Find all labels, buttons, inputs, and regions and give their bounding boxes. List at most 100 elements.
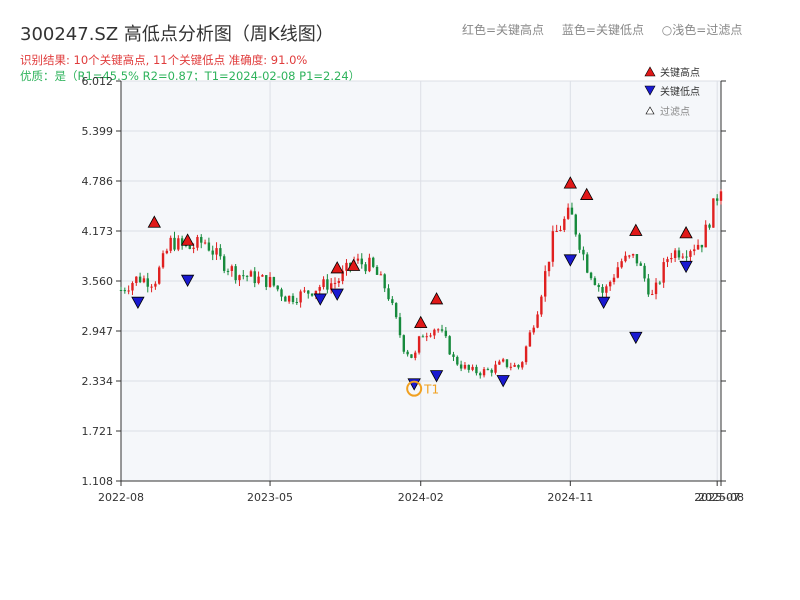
candle-body	[693, 249, 696, 252]
candle-body	[207, 242, 211, 251]
candle-body	[582, 249, 585, 255]
candle-body	[180, 238, 184, 245]
candle-body	[647, 278, 650, 295]
legend-filtered-label: 过滤点	[660, 105, 690, 118]
candle-body	[200, 237, 203, 243]
candle-body	[509, 366, 513, 368]
key-low-marker	[496, 375, 510, 388]
x-tick-label: 2023-05	[247, 491, 293, 504]
candle-body	[188, 245, 191, 249]
y-tick-label: 6.012	[82, 75, 114, 88]
candle-body	[161, 253, 165, 268]
candle-body	[383, 274, 386, 289]
candle-body	[471, 366, 474, 370]
candle-body	[498, 361, 501, 365]
candle-body	[666, 259, 669, 263]
candle-body	[394, 303, 398, 318]
legend-red-text: 红色=关键高点	[462, 23, 545, 37]
candle-body	[521, 362, 524, 368]
candle-body	[257, 276, 260, 284]
candle-body	[287, 295, 291, 302]
candle-body	[700, 244, 704, 248]
candle-body	[333, 282, 337, 284]
candle-body	[429, 335, 432, 337]
candle-body	[643, 265, 646, 279]
candle-body	[704, 224, 707, 248]
candle-body	[555, 231, 558, 233]
candle-body	[563, 218, 566, 230]
candle-body	[628, 255, 631, 257]
candle-body	[689, 251, 692, 257]
candle-body	[127, 290, 130, 292]
key-high-marker	[429, 292, 444, 305]
key-low-marker	[596, 296, 611, 310]
t1-ring	[406, 380, 423, 397]
candle-body	[566, 207, 570, 219]
candle-body	[299, 291, 302, 303]
candle-body	[574, 214, 577, 235]
candle-body	[559, 229, 562, 232]
candle-body	[387, 288, 390, 300]
legend-blue-text: 蓝色=关键低点	[561, 23, 644, 37]
key-low-marker	[330, 288, 344, 301]
candle-body	[242, 275, 245, 277]
candle-body	[295, 302, 298, 304]
result-summary: 识别结果: 10个关键高点, 11个关键低点 准确度: 91.0%	[20, 53, 308, 67]
candle-body	[425, 336, 428, 338]
candle-body	[379, 274, 383, 276]
candle-body	[620, 261, 623, 268]
candle-body	[486, 369, 490, 371]
legend-light-text: ○浅色=过滤点	[661, 23, 743, 37]
candle-body	[456, 356, 459, 365]
candle-body	[337, 281, 341, 283]
candle-body	[349, 262, 352, 267]
key-high-marker	[180, 233, 195, 246]
candle-body	[433, 329, 436, 336]
y-tick-label: 3.560	[82, 275, 114, 288]
candle-body	[398, 317, 402, 336]
key-low-marker	[429, 370, 444, 383]
legend-filtered-symbol	[645, 106, 655, 115]
candle-body	[138, 276, 142, 283]
candle-body	[673, 250, 677, 258]
key-low-marker	[313, 293, 327, 306]
candle-body	[467, 364, 470, 370]
candle-body	[215, 248, 218, 255]
candle-body	[677, 250, 681, 258]
candle-body	[265, 275, 268, 287]
candle-body	[356, 258, 360, 261]
candle-body	[372, 257, 375, 267]
candle-body	[196, 237, 199, 248]
candle-body	[364, 264, 367, 272]
candle-body	[547, 261, 551, 272]
candle-body	[536, 314, 539, 328]
candle-body	[307, 290, 310, 294]
candle-body	[490, 369, 493, 373]
candle-body	[280, 289, 283, 297]
key-low-marker	[131, 296, 145, 310]
candle-body	[589, 272, 593, 279]
candle-body	[551, 231, 555, 262]
candle-body	[681, 256, 684, 258]
candle-body	[524, 346, 528, 363]
y-tick-label: 4.173	[82, 225, 114, 238]
candle-body	[597, 284, 600, 288]
candle-body	[406, 351, 409, 355]
candle-body	[360, 258, 363, 265]
legend-light-label: 浅色=过滤点	[672, 23, 743, 37]
candle-body	[479, 373, 482, 376]
candle-body	[276, 285, 279, 290]
candle-body	[540, 296, 543, 315]
x-tick-label: 2024-02	[398, 491, 444, 504]
candle-body	[272, 277, 276, 286]
x-tick-label: 2025-07	[694, 491, 740, 504]
candle-body	[605, 286, 608, 293]
candle-body	[177, 238, 180, 250]
candle-body	[463, 364, 467, 369]
y-tick-label: 2.947	[82, 325, 114, 338]
candle-body	[375, 266, 379, 275]
legend-low-symbol	[644, 85, 656, 96]
key-low-marker	[679, 260, 693, 274]
legend-high-label: 关键高点	[660, 66, 700, 79]
candle-body	[284, 296, 287, 302]
